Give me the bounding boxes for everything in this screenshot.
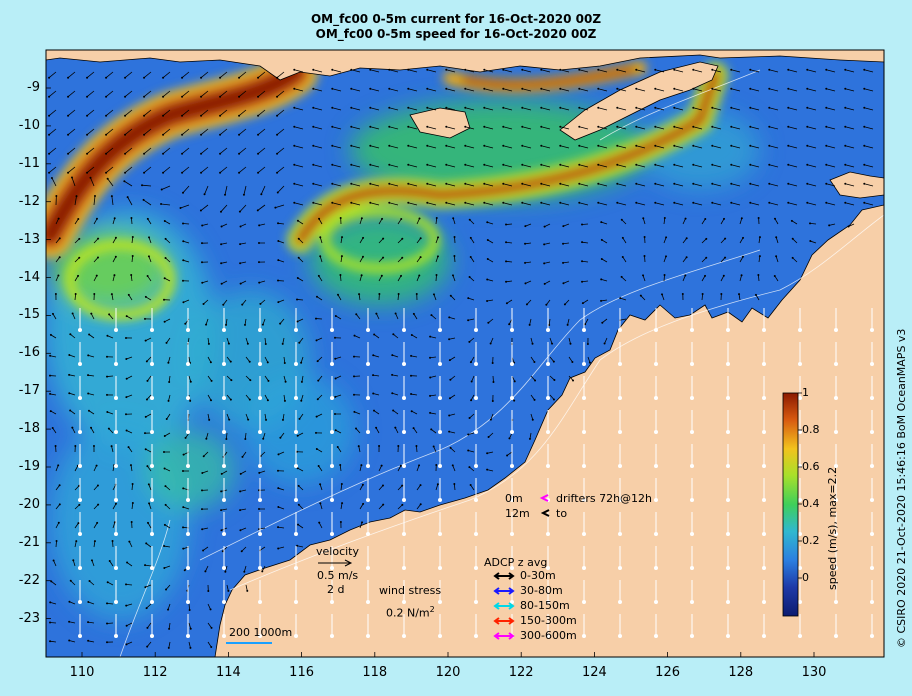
lat-label: -15: [18, 307, 40, 323]
colorbar-tick-label: 0.2: [802, 534, 820, 547]
lat-label: -12: [18, 193, 40, 209]
velocity-time: 2 d: [327, 583, 345, 596]
colorbar-tick-label: 0.8: [802, 423, 820, 436]
lat-label: -10: [18, 117, 40, 133]
chart-title: OM_fc00 0-5m current for 16-Oct-2020 00Z: [310, 12, 602, 26]
timor-island: [559, 61, 719, 141]
lat-label: -23: [18, 610, 40, 626]
lat-label: -17: [18, 383, 40, 399]
credit-text: © CSIRO 2020 21-Oct-2020 15:46:16 BoM Oc…: [895, 328, 908, 648]
adcp-legend-label: 80-150m: [520, 599, 570, 612]
lon-label: 122: [508, 665, 534, 680]
lat-label: -13: [18, 231, 40, 247]
lat-label: -18: [18, 421, 40, 437]
colorbar-tick-label: 1: [802, 386, 809, 399]
velocity-scale: 0.5 m/s: [317, 569, 359, 582]
lat-label: -14: [18, 269, 40, 285]
drifters-to: to: [556, 507, 568, 520]
colorbar-label: speed (m/s), max=2.2: [826, 466, 839, 590]
colorbar-tick-label: 0: [802, 571, 809, 584]
velocity-title: velocity: [316, 545, 359, 558]
lon-label: 116: [289, 665, 314, 680]
lon-label: 110: [69, 665, 95, 680]
current-vector-arrows: [48, 68, 874, 649]
lon-label: 130: [801, 665, 827, 680]
wind-stress-title: wind stress: [379, 584, 442, 597]
lon-label: 114: [215, 665, 241, 680]
lesser-sunda-islands: [46, 50, 884, 81]
colorbar: [782, 392, 799, 617]
lat-label: -16: [18, 345, 40, 361]
chart-subtitle: OM_fc00 0-5m speed for 16-Oct-2020 00Z: [315, 27, 597, 41]
adcp-legend-label: 0-30m: [520, 569, 556, 582]
drifters-depth-12: 12m: [505, 507, 530, 520]
lon-label: 126: [655, 665, 680, 680]
drifters-depth-0: 0m: [505, 492, 523, 505]
lon-label: 120: [435, 665, 461, 680]
isobath-legend: 200 1000m: [229, 626, 293, 639]
tanimbar-coast: [829, 171, 884, 199]
lat-label: -19: [18, 459, 40, 474]
lat-label: -11: [18, 155, 40, 171]
lon-label: 124: [581, 665, 607, 680]
isobath-lines: [119, 69, 884, 657]
adcp-legend-label: 150-300m: [520, 614, 577, 627]
lat-label: -20: [18, 496, 40, 512]
legend-symbols: [226, 494, 550, 644]
lat-label: -21: [18, 534, 40, 550]
lon-label: 118: [362, 665, 388, 680]
colorbar-tick-label: 0.4: [802, 497, 820, 510]
lon-label: 128: [728, 665, 754, 680]
adcp-title: ADCP z avg: [484, 556, 548, 569]
wind-stress-arrows: [78, 308, 874, 638]
axis-ticks: [46, 87, 815, 657]
plot-area: [46, 50, 884, 657]
wind-stress-scale: 0.2 N/m2: [386, 605, 435, 620]
fast-current-jets: [46, 50, 728, 320]
adcp-legend-label: 30-80m: [520, 584, 563, 597]
lat-label: -9: [27, 80, 40, 95]
drifters-label: drifters 72h@12h: [556, 492, 653, 505]
colorbar-ticks: [798, 392, 802, 579]
lon-label: 112: [142, 665, 168, 680]
adcp-legend-label: 300-600m: [520, 629, 577, 642]
wind-scale-exponent: 2: [429, 605, 435, 614]
colorbar-tick-label: 0.6: [802, 460, 820, 473]
wind-scale-text: 0.2 N/m: [386, 606, 430, 620]
lat-label: -22: [18, 572, 40, 588]
